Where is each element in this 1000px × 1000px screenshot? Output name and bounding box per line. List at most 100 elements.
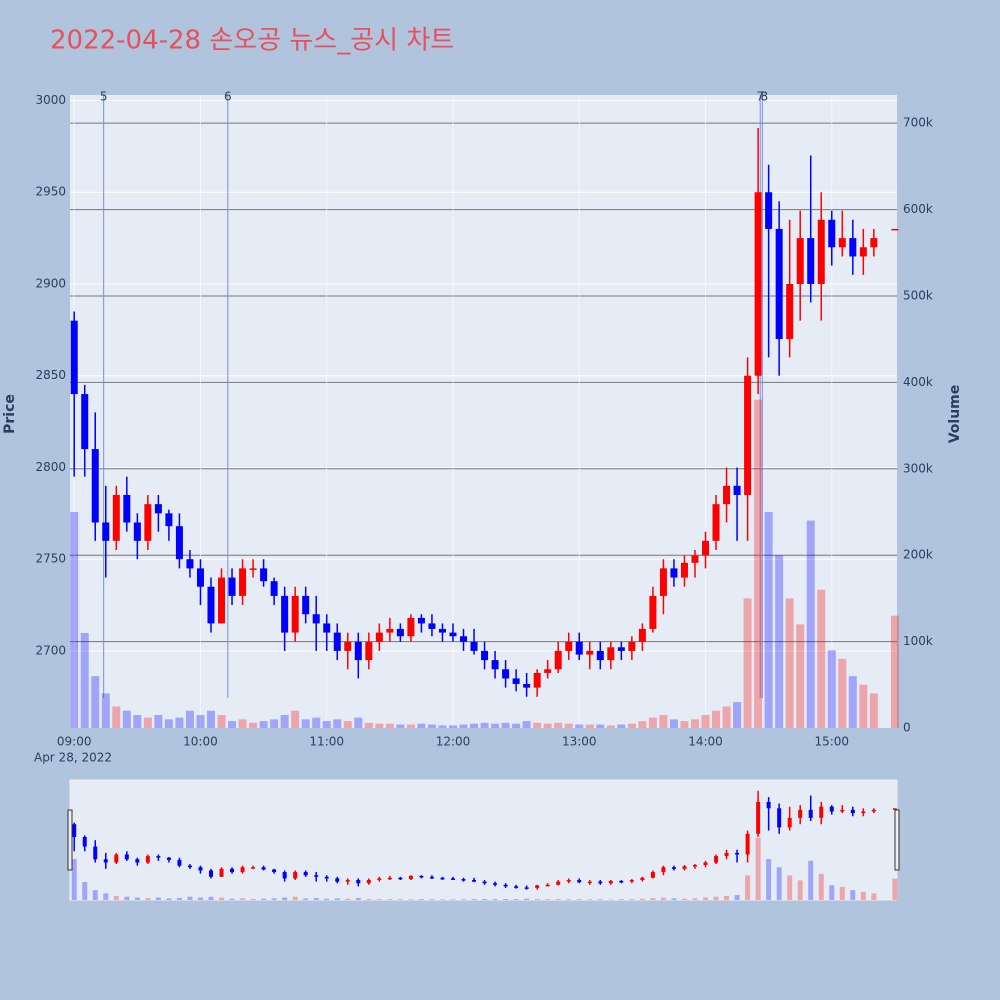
candle-body bbox=[438, 628, 446, 633]
candle-body bbox=[440, 877, 445, 880]
volume-bar bbox=[145, 898, 151, 900]
candle-body bbox=[460, 636, 468, 642]
volume-bar bbox=[133, 715, 142, 728]
candle-body bbox=[523, 683, 531, 688]
candle-body bbox=[640, 877, 645, 881]
candle-body bbox=[461, 879, 466, 881]
candle-body bbox=[270, 581, 278, 596]
volume-bar bbox=[112, 706, 121, 728]
volume-bar bbox=[733, 702, 742, 728]
candle-body bbox=[786, 283, 794, 340]
candle-body bbox=[840, 809, 845, 812]
volume-bar bbox=[796, 624, 805, 728]
volume-bar bbox=[406, 724, 415, 728]
volume-bar bbox=[324, 898, 330, 900]
news-marker-label: 7 bbox=[756, 90, 764, 104]
candle-body bbox=[240, 867, 245, 873]
x-tick-label: 12:00 bbox=[436, 735, 471, 749]
volume-bar bbox=[187, 896, 193, 900]
volume-bar bbox=[787, 875, 793, 900]
candle-body bbox=[817, 219, 825, 284]
y2-tick-label: 700k bbox=[903, 116, 933, 130]
volume-bar bbox=[197, 897, 203, 900]
candle-body bbox=[617, 647, 625, 651]
candle-body bbox=[219, 868, 224, 877]
candle-body bbox=[702, 540, 710, 556]
candle-body bbox=[703, 862, 708, 866]
volume-bar bbox=[471, 899, 477, 900]
volume-bar bbox=[219, 897, 225, 900]
candle-body bbox=[514, 886, 519, 888]
volume-bar bbox=[681, 898, 687, 900]
volume-bar bbox=[690, 719, 699, 728]
volume-bar bbox=[839, 886, 845, 900]
candle-body bbox=[70, 320, 78, 395]
candle-body bbox=[302, 595, 310, 615]
volume-bar bbox=[680, 721, 689, 728]
volume-bar bbox=[892, 878, 898, 900]
volume-bar bbox=[817, 589, 826, 728]
volume-bar bbox=[427, 724, 436, 728]
candle-body bbox=[892, 808, 897, 810]
volume-bar bbox=[91, 676, 100, 728]
volume-bar bbox=[366, 899, 372, 900]
candle-body bbox=[766, 801, 771, 809]
volume-bar bbox=[522, 721, 531, 728]
candle-body bbox=[93, 846, 98, 860]
volume-bar bbox=[206, 710, 215, 728]
candle-body bbox=[419, 875, 424, 878]
chart-title: 2022-04-28 손오공 뉴스_공시 차트 bbox=[50, 26, 454, 56]
y2-tick-label: 300k bbox=[903, 461, 933, 475]
y-tick-label: 2750 bbox=[35, 552, 66, 566]
x-tick-label: 14:00 bbox=[688, 735, 723, 749]
volume-bar bbox=[775, 555, 784, 728]
candle-body bbox=[417, 617, 425, 624]
x-tick-label: 10:00 bbox=[183, 735, 218, 749]
volume-bar bbox=[313, 898, 319, 900]
volume-bar bbox=[669, 719, 678, 728]
volume-bar bbox=[566, 899, 572, 900]
candle-body bbox=[714, 856, 719, 863]
x-tick-label: 11:00 bbox=[309, 735, 344, 749]
candle-body bbox=[859, 247, 867, 257]
candle-body bbox=[472, 880, 477, 882]
volume-bar bbox=[124, 896, 130, 900]
candle-body bbox=[493, 883, 498, 885]
volume-bar bbox=[470, 723, 479, 728]
volume-bar bbox=[480, 722, 489, 728]
volume-bar bbox=[492, 899, 498, 900]
volume-bar bbox=[745, 875, 751, 900]
volume-bar bbox=[543, 723, 552, 728]
range-handle bbox=[894, 809, 900, 871]
candle-body bbox=[724, 852, 729, 857]
volume-bar bbox=[71, 859, 77, 900]
candle-body bbox=[670, 568, 678, 578]
candle-body bbox=[796, 238, 804, 284]
news-marker-label: 5 bbox=[100, 90, 108, 104]
volume-bar bbox=[829, 885, 835, 900]
volume-bar bbox=[671, 898, 677, 900]
volume-bar bbox=[482, 899, 488, 900]
volume-bar bbox=[80, 632, 89, 728]
candle-body bbox=[398, 877, 403, 880]
volume-bar bbox=[175, 717, 184, 728]
volume-bar bbox=[639, 898, 645, 900]
volume-bar bbox=[301, 719, 310, 728]
volume-bar bbox=[554, 722, 563, 728]
volume-bar bbox=[703, 897, 709, 900]
y-tick-label: 3000 bbox=[35, 93, 66, 107]
candle-body bbox=[293, 872, 298, 879]
volume-bar bbox=[890, 615, 899, 728]
candle-body bbox=[281, 595, 289, 633]
candle-body bbox=[819, 806, 824, 818]
volume-bar bbox=[627, 723, 636, 728]
volume-bar bbox=[291, 710, 300, 728]
candle-body bbox=[102, 522, 110, 541]
volume-bar bbox=[259, 721, 268, 728]
candle-body bbox=[251, 867, 256, 869]
volume-bar bbox=[503, 899, 509, 900]
volume-bar bbox=[122, 710, 131, 728]
volume-bar bbox=[776, 867, 782, 900]
volume-bar bbox=[575, 724, 584, 728]
y2-tick-label: 0 bbox=[903, 721, 911, 735]
